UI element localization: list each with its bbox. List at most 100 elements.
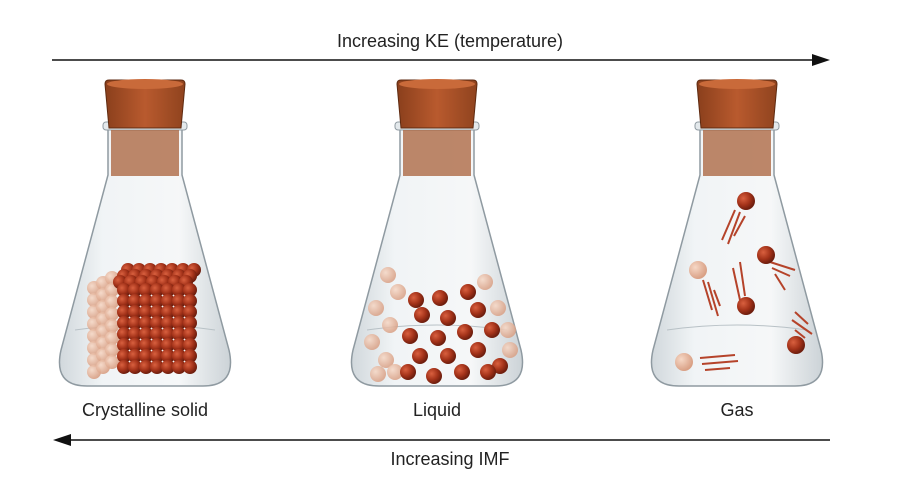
particle [161,338,175,352]
particle [183,316,197,330]
particle [183,360,197,374]
particle [117,360,131,374]
particle [440,348,456,364]
particle [117,283,131,297]
particle [172,283,186,297]
particle [161,294,175,308]
particle [150,327,164,341]
particle [139,283,153,297]
particle [402,328,418,344]
particle [440,310,456,326]
particle [161,283,175,297]
particle [183,338,197,352]
particle [400,364,416,380]
particle [150,360,164,374]
gas-particles [675,192,813,371]
particle [117,338,131,352]
particle [161,360,175,374]
particle [161,327,175,341]
particle [737,192,755,210]
particle [492,358,508,374]
particle [128,349,142,363]
particle [172,360,186,374]
particle [172,327,186,341]
particle [502,342,518,358]
particle [150,305,164,319]
particle [139,349,153,363]
particle [150,283,164,297]
particle [414,307,430,323]
particle [128,338,142,352]
particle [500,322,516,338]
particle [480,364,496,380]
particle [128,294,142,308]
particle [128,316,142,330]
particle [161,305,175,319]
particle [364,334,380,350]
top-arrow-label: Increasing KE (temperature) [337,31,563,51]
particle [172,349,186,363]
particle [105,307,119,321]
particle [370,366,386,382]
particle [117,305,131,319]
particle [380,267,396,283]
particle [105,355,119,369]
particle [117,294,131,308]
particle [470,342,486,358]
particle [117,349,131,363]
arrow-head [53,434,71,446]
particle [477,274,493,290]
flask-label: Crystalline solid [82,400,208,420]
particle [139,338,153,352]
particle [390,284,406,300]
flask-label: Gas [720,400,753,420]
particle [139,316,153,330]
particle [426,368,442,384]
particle [183,349,197,363]
particle [172,316,186,330]
solid-particles [87,263,201,379]
particle [430,330,446,346]
particle [150,338,164,352]
particle [183,305,197,319]
particle [150,316,164,330]
particle [183,294,197,308]
particle [757,246,775,264]
particle [128,327,142,341]
particle [128,360,142,374]
particle [689,261,707,279]
particle [139,327,153,341]
particle [412,348,428,364]
flask-label: Liquid [413,400,461,420]
particle [172,305,186,319]
bottom-arrow-label: Increasing IMF [390,449,509,469]
particle [457,324,473,340]
particle [150,294,164,308]
particle [172,338,186,352]
particle [183,327,197,341]
particle [139,360,153,374]
particle [378,352,394,368]
particle [150,349,164,363]
particle [408,292,424,308]
particle [460,284,476,300]
particle [787,336,805,354]
particle [105,295,119,309]
liquid-particles [364,267,518,384]
particle [105,319,119,333]
particle [737,297,755,315]
particle [161,349,175,363]
particle [105,343,119,357]
particle [128,305,142,319]
particle [368,300,384,316]
arrow-head [812,54,830,66]
particle [470,302,486,318]
particle [117,327,131,341]
particle [117,316,131,330]
particle [161,316,175,330]
particle [675,353,693,371]
particle [139,294,153,308]
particle [432,290,448,306]
particle [128,283,142,297]
